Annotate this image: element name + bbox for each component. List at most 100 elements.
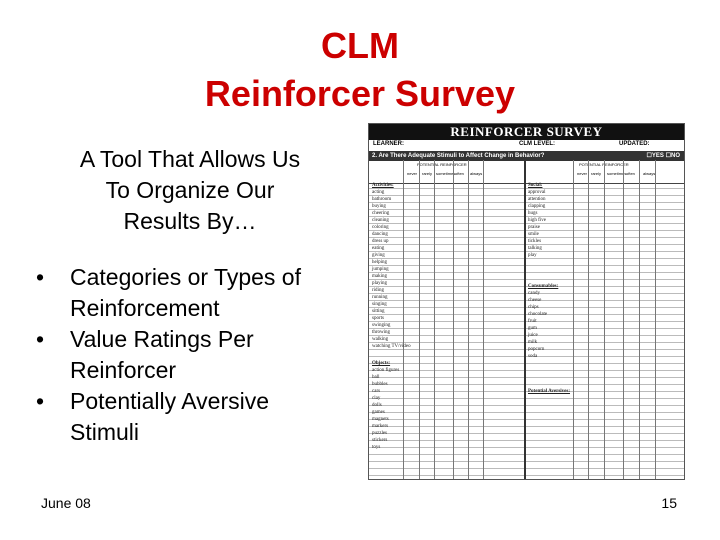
form-list-item: riding xyxy=(372,288,384,293)
yes-checkbox-icon: ☐ xyxy=(646,153,652,159)
form-list-item: smile xyxy=(528,232,539,237)
potential-reinforcer-left: POTENTIAL REINFORCER xyxy=(417,162,467,167)
rating-label: rarely xyxy=(422,171,433,176)
grid-divider xyxy=(623,160,624,479)
form-list-item: dolls xyxy=(372,403,382,408)
form-list-item: puzzles xyxy=(372,431,387,436)
form-list-item: helping xyxy=(372,260,387,265)
grid-divider xyxy=(655,160,656,479)
slide-title: CLM Reinforcer Survey xyxy=(0,22,720,118)
form-list-item: chips xyxy=(528,305,539,310)
form-list-item: soda xyxy=(528,354,538,359)
form-list-item: throwing xyxy=(372,330,391,335)
form-question-row: 2. Are There Adequate Stimuli to Affect … xyxy=(369,152,684,161)
form-list-item: play xyxy=(528,253,537,258)
form-list-item: juice xyxy=(528,333,538,338)
no-label: NO xyxy=(671,153,680,159)
rating-label: never xyxy=(407,171,418,176)
grid-divider xyxy=(573,160,574,479)
left-column-list: Activities: acting bathroom buying cheering… xyxy=(372,182,411,451)
subtitle-line-1: A Tool That Allows Us xyxy=(79,146,301,172)
activities-heading: Activities: xyxy=(372,183,394,188)
form-list-item: talking xyxy=(528,246,542,251)
form-list-item: swinging xyxy=(372,323,391,328)
grid-divider xyxy=(453,160,454,479)
rating-label: often xyxy=(455,171,464,176)
no-checkbox-icon: ☐ xyxy=(665,153,671,159)
yes-label: YES xyxy=(651,153,664,159)
rating-label: often xyxy=(626,171,635,176)
grid-divider xyxy=(524,160,526,479)
right-column-list: Social: approval attention clapping hugs hig… xyxy=(528,182,570,395)
rating-label: never xyxy=(577,171,588,176)
grid-divider xyxy=(483,160,484,479)
form-list-item: making xyxy=(372,274,387,279)
form-question: 2. Are There Adequate Stimuli to Affect … xyxy=(372,153,545,159)
footer-date: June 08 xyxy=(41,495,91,511)
reinforcer-survey-form-image: REINFORCER SURVEY LEARNER: CLM LEVEL: UP… xyxy=(368,123,685,480)
yes-no-options: ☐YES ☐NO xyxy=(647,152,680,161)
form-list-item: dancing xyxy=(372,232,388,237)
form-list-item: praise xyxy=(528,225,540,230)
social-heading: Social: xyxy=(528,183,543,188)
form-list-item: hugs xyxy=(528,211,538,216)
subtitle-line-3: Results By… xyxy=(123,208,257,234)
form-list-item: singing xyxy=(372,302,387,307)
form-list-item: cleaning xyxy=(372,218,389,223)
form-list-item: gum xyxy=(528,326,537,331)
form-column-header: POTENTIAL REINFORCER POTENTIAL REINFORCE… xyxy=(369,161,684,184)
form-list-item: stickers xyxy=(372,438,388,443)
form-grid xyxy=(369,182,684,479)
form-list-item: acting xyxy=(372,190,385,195)
form-list-item: cheese xyxy=(528,298,542,303)
form-list-item: clay xyxy=(372,396,381,401)
form-list-item: markers xyxy=(372,424,389,429)
form-list-item: running xyxy=(372,295,388,300)
rating-label: always xyxy=(470,171,483,176)
form-list-item: games xyxy=(372,410,385,415)
form-list-item: bathroom xyxy=(372,197,392,202)
grid-divider xyxy=(639,160,640,479)
form-list-item: eating xyxy=(372,246,385,251)
form-info-row: LEARNER: CLM LEVEL: UPDATED: xyxy=(369,140,684,152)
form-list-item: walking xyxy=(372,337,389,342)
learner-label: LEARNER: xyxy=(373,141,404,147)
form-list-item: cheering xyxy=(372,211,390,216)
grid-divider xyxy=(468,160,469,479)
form-list-item: milk xyxy=(528,340,538,345)
title-line-1: CLM xyxy=(321,25,399,66)
form-list-item: dress up xyxy=(372,239,389,244)
subtitle-line-2: To Organize Our xyxy=(105,177,275,203)
rating-label: sometimes xyxy=(436,171,456,176)
form-list-item: cars xyxy=(372,389,381,394)
form-list-item: bubbles xyxy=(372,382,388,387)
bullet-item: Categories or Types of Reinforcement xyxy=(36,262,336,324)
potential-reinforcer-right: POTENTIAL REINFORCER xyxy=(579,162,629,167)
grid-divider xyxy=(588,160,589,479)
form-list-item: jumping xyxy=(372,267,389,272)
title-line-2: Reinforcer Survey xyxy=(204,73,516,114)
grid-divider xyxy=(604,160,605,479)
form-header: REINFORCER SURVEY xyxy=(369,124,684,140)
form-list-item: buying xyxy=(372,204,386,209)
form-list-item: high five xyxy=(528,218,546,223)
form-list-item: magnets xyxy=(372,417,389,422)
updated-label: UPDATED: xyxy=(619,141,650,147)
bullet-item: Value Ratings Per Reinforcer xyxy=(36,324,336,386)
rating-label: rarely xyxy=(591,171,602,176)
form-list-item: tickles xyxy=(528,239,542,244)
grid-divider xyxy=(403,160,404,479)
form-list-item: playing xyxy=(372,281,387,286)
rating-label: always xyxy=(643,171,656,176)
form-list-item: popcorn xyxy=(528,347,545,352)
consumables-heading: Consumables: xyxy=(528,284,559,289)
form-list-item: watching TV/video xyxy=(372,344,411,349)
form-list-item: giving xyxy=(372,253,385,258)
grid-divider xyxy=(419,160,420,479)
form-list-item: attention xyxy=(528,197,546,202)
form-list-item: chocolate xyxy=(528,312,548,317)
grid-divider xyxy=(434,160,435,479)
form-list-item: sports xyxy=(372,316,384,321)
form-list-item: fruit xyxy=(528,319,537,324)
form-list-item: ball xyxy=(372,375,380,380)
